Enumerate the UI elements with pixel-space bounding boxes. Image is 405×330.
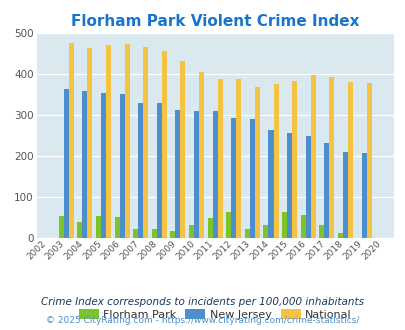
Bar	[273, 84, 278, 238]
Bar	[347, 82, 352, 238]
Bar	[124, 44, 129, 238]
Bar	[101, 93, 106, 238]
Bar	[143, 47, 148, 238]
Bar	[212, 111, 217, 238]
Bar	[194, 111, 198, 238]
Bar	[119, 94, 124, 238]
Bar	[292, 81, 296, 238]
Bar	[207, 218, 212, 238]
Bar	[77, 222, 82, 238]
Bar	[318, 225, 324, 238]
Bar	[300, 215, 305, 238]
Bar	[156, 103, 162, 238]
Bar	[114, 217, 119, 238]
Bar	[87, 48, 92, 238]
Bar	[328, 77, 334, 238]
Bar	[268, 130, 273, 238]
Bar	[180, 61, 185, 238]
Bar	[244, 229, 249, 238]
Bar	[189, 225, 194, 238]
Bar	[198, 72, 204, 238]
Bar	[366, 82, 371, 238]
Text: Crime Index corresponds to incidents per 100,000 inhabitants: Crime Index corresponds to incidents per…	[41, 297, 364, 307]
Bar	[236, 79, 241, 238]
Legend: Florham Park, New Jersey, National: Florham Park, New Jersey, National	[74, 305, 355, 324]
Bar	[151, 229, 156, 238]
Bar	[82, 91, 87, 238]
Bar	[175, 110, 180, 238]
Bar	[360, 153, 366, 238]
Bar	[138, 103, 143, 238]
Bar	[286, 133, 292, 238]
Bar	[310, 75, 315, 238]
Bar	[254, 87, 259, 238]
Bar	[281, 212, 286, 238]
Bar	[305, 136, 310, 238]
Bar	[162, 51, 166, 238]
Bar	[106, 45, 111, 238]
Title: Florham Park Violent Crime Index: Florham Park Violent Crime Index	[71, 14, 358, 29]
Bar	[217, 79, 222, 238]
Bar	[226, 212, 231, 238]
Bar	[133, 229, 138, 238]
Bar	[263, 225, 268, 238]
Bar	[337, 233, 342, 238]
Bar	[96, 216, 101, 238]
Bar	[64, 89, 69, 238]
Bar	[170, 231, 175, 238]
Text: © 2025 CityRating.com - https://www.cityrating.com/crime-statistics/: © 2025 CityRating.com - https://www.city…	[46, 316, 359, 325]
Bar	[231, 118, 236, 238]
Bar	[59, 216, 64, 238]
Bar	[249, 119, 254, 238]
Bar	[324, 143, 328, 238]
Bar	[342, 152, 347, 238]
Bar	[69, 43, 74, 238]
